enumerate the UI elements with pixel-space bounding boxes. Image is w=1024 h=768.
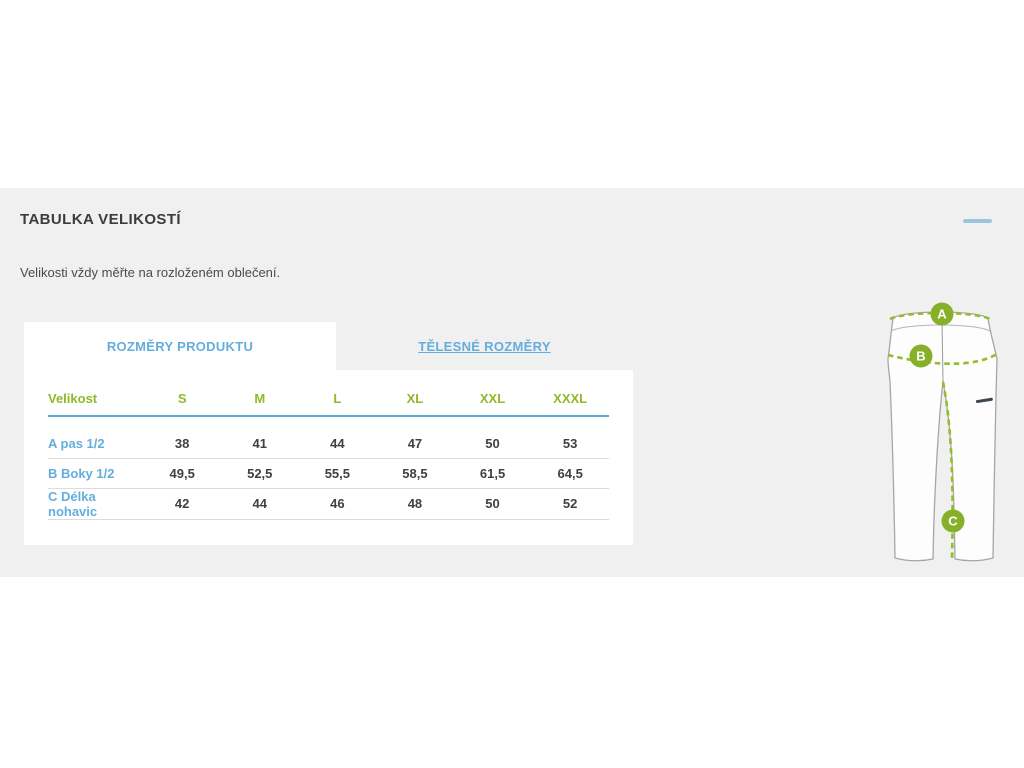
measurement-hint: Velikosti vždy měřte na rozloženém obleč… bbox=[20, 265, 281, 280]
size-table-header: Velikost S M L XL XXL XXXL bbox=[48, 370, 609, 417]
column-header: L bbox=[298, 370, 377, 417]
column-header: XXL bbox=[453, 370, 532, 417]
hip-dashed-line bbox=[887, 352, 998, 365]
tab-label: TĚLESNÉ ROZMĚRY bbox=[418, 338, 551, 354]
size-value: 49,5 bbox=[143, 458, 221, 489]
size-value: 50 bbox=[453, 416, 532, 459]
tab-bar: ROZMĚRY PRODUKTU TĚLESNÉ ROZMĚRY bbox=[24, 322, 633, 370]
size-value: 46 bbox=[298, 488, 377, 520]
svg-text:C: C bbox=[948, 514, 958, 529]
size-value: 44 bbox=[298, 416, 377, 459]
size-value: 42 bbox=[143, 488, 221, 520]
panel-title: TABULKA VELIKOSTÍ bbox=[20, 211, 181, 228]
size-chart-panel: TABULKA VELIKOSTÍ Velikosti vždy měřte n… bbox=[0, 188, 1024, 577]
pants-measurement-diagram: A B C bbox=[887, 302, 998, 562]
row-label: A pas 1/2 bbox=[48, 416, 144, 459]
tab-content: Velikost S M L XL XXL XXXL A pas 1/2 38 41 44 47 50… bbox=[24, 370, 633, 545]
size-value: 52,5 bbox=[220, 458, 299, 489]
table-row: A pas 1/2 38 41 44 47 50 53 bbox=[48, 416, 609, 459]
size-value: 38 bbox=[143, 416, 221, 459]
row-label: C Délka nohavic bbox=[48, 488, 144, 520]
size-value: 44 bbox=[220, 488, 299, 520]
column-header: M bbox=[220, 370, 299, 417]
svg-text:A: A bbox=[937, 307, 947, 322]
table-row: C Délka nohavic 42 44 46 48 50 52 bbox=[48, 488, 609, 520]
collapse-minus-icon[interactable] bbox=[963, 219, 992, 223]
size-value: 58,5 bbox=[376, 458, 454, 489]
size-value: 52 bbox=[531, 488, 609, 520]
fly-seam-line bbox=[941, 318, 944, 382]
marker-a: A bbox=[930, 302, 954, 326]
size-value: 55,5 bbox=[298, 458, 377, 489]
tab-product-dimensions[interactable]: ROZMĚRY PRODUKTU bbox=[24, 322, 336, 370]
size-value: 41 bbox=[220, 416, 299, 459]
svg-text:B: B bbox=[916, 349, 925, 364]
size-table-card: ROZMĚRY PRODUKTU TĚLESNÉ ROZMĚRY Velikos… bbox=[24, 322, 633, 545]
size-table-body: A pas 1/2 38 41 44 47 50 53 B Boky 1/2 49,5 52,5 5… bbox=[48, 416, 609, 520]
size-value: 50 bbox=[453, 488, 532, 520]
size-value: 53 bbox=[531, 416, 609, 459]
table-row: B Boky 1/2 49,5 52,5 55,5 58,5 61,5 64,5 bbox=[48, 458, 609, 489]
row-label: B Boky 1/2 bbox=[48, 458, 144, 489]
size-value: 48 bbox=[376, 488, 454, 520]
pants-logo bbox=[975, 397, 993, 404]
size-table: Velikost S M L XL XXL XXXL A pas 1/2 38 41 44 47 50… bbox=[48, 370, 609, 520]
column-header: S bbox=[143, 370, 221, 417]
size-value: 61,5 bbox=[453, 458, 532, 489]
column-header: XL bbox=[376, 370, 454, 417]
column-header: XXXL bbox=[531, 370, 609, 417]
size-value: 64,5 bbox=[531, 458, 609, 489]
column-header: Velikost bbox=[48, 370, 144, 417]
marker-c: C bbox=[941, 509, 965, 533]
tab-label: ROZMĚRY PRODUKTU bbox=[106, 338, 254, 354]
marker-b: B bbox=[909, 344, 933, 368]
tab-body-dimensions[interactable]: TĚLESNÉ ROZMĚRY bbox=[336, 322, 633, 370]
size-value: 47 bbox=[376, 416, 454, 459]
